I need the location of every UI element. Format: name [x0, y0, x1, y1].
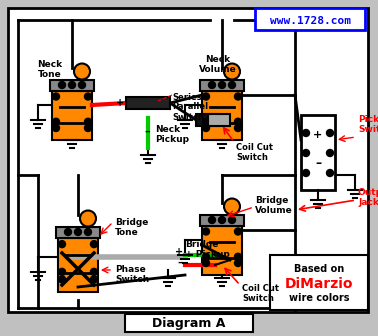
Circle shape [203, 125, 209, 131]
Circle shape [85, 118, 91, 125]
Text: –: – [144, 127, 150, 137]
Text: wire colors: wire colors [289, 293, 349, 303]
Circle shape [302, 169, 310, 176]
Text: –: – [315, 157, 321, 169]
Text: Neck
Tone: Neck Tone [37, 60, 63, 79]
Text: Pickup
Switch: Pickup Switch [358, 115, 378, 134]
Circle shape [228, 216, 235, 223]
Circle shape [209, 82, 215, 88]
Bar [58, 238, 98, 292]
Circle shape [53, 118, 59, 125]
Text: Bridge
Tone: Bridge Tone [115, 218, 149, 238]
Text: Neck
Volume: Neck Volume [199, 55, 237, 74]
Circle shape [228, 82, 235, 88]
Text: +: + [116, 98, 124, 108]
Text: +: + [175, 247, 183, 257]
Circle shape [234, 118, 242, 125]
Circle shape [327, 150, 333, 157]
Bar [301, 115, 335, 190]
Circle shape [85, 93, 91, 100]
Circle shape [53, 125, 59, 131]
Text: Coil Cut
Switch: Coil Cut Switch [242, 284, 279, 303]
Text: Diagram A: Diagram A [152, 317, 226, 330]
Circle shape [234, 253, 242, 260]
Bar [56, 226, 100, 238]
Text: Phase
Switch: Phase Switch [115, 265, 149, 284]
Circle shape [59, 82, 65, 88]
Circle shape [59, 276, 65, 283]
Bar [126, 97, 170, 109]
Circle shape [302, 150, 310, 157]
Circle shape [234, 125, 242, 131]
Text: www.1728.com: www.1728.com [270, 16, 350, 26]
Text: –: – [177, 258, 183, 268]
Circle shape [74, 64, 90, 80]
Bar [52, 90, 92, 139]
Circle shape [224, 64, 240, 80]
Circle shape [203, 118, 209, 125]
Circle shape [68, 82, 76, 88]
Circle shape [218, 82, 226, 88]
Circle shape [59, 268, 65, 276]
Bar [255, 8, 365, 30]
Bar [200, 80, 244, 90]
Text: Based on: Based on [294, 264, 344, 274]
Circle shape [209, 216, 215, 223]
Circle shape [74, 228, 82, 236]
Text: Bridge
Volume: Bridge Volume [255, 196, 293, 215]
Circle shape [327, 129, 333, 136]
Bar [208, 114, 230, 126]
Circle shape [80, 210, 96, 226]
Circle shape [327, 169, 333, 176]
Circle shape [203, 228, 209, 235]
Text: Series/
Parallel
Switch: Series/ Parallel Switch [172, 92, 208, 122]
Circle shape [90, 276, 98, 283]
Circle shape [59, 241, 65, 248]
Bar [202, 90, 242, 139]
Circle shape [302, 129, 310, 136]
Text: Bridge
+ Pickup: Bridge + Pickup [185, 240, 230, 259]
Circle shape [85, 228, 91, 236]
Circle shape [53, 93, 59, 100]
Circle shape [85, 125, 91, 131]
Bar [202, 225, 242, 275]
Circle shape [203, 259, 209, 266]
Circle shape [90, 241, 98, 248]
Circle shape [234, 259, 242, 266]
Circle shape [234, 93, 242, 100]
Bar [196, 114, 218, 126]
Circle shape [218, 216, 226, 223]
Circle shape [79, 82, 85, 88]
Bar [200, 214, 244, 225]
Circle shape [234, 228, 242, 235]
Text: DiMarzio: DiMarzio [285, 277, 353, 291]
Circle shape [203, 93, 209, 100]
Circle shape [203, 253, 209, 260]
Bar [50, 80, 94, 90]
Bar [270, 255, 368, 310]
Text: Output
Jack: Output Jack [358, 188, 378, 207]
Text: +: + [313, 130, 323, 140]
Circle shape [224, 199, 240, 214]
Text: Neck
Pickup: Neck Pickup [155, 125, 189, 144]
Text: Coil Cut
Switch: Coil Cut Switch [236, 143, 273, 162]
Circle shape [65, 228, 71, 236]
Circle shape [90, 268, 98, 276]
Bar [125, 314, 253, 332]
